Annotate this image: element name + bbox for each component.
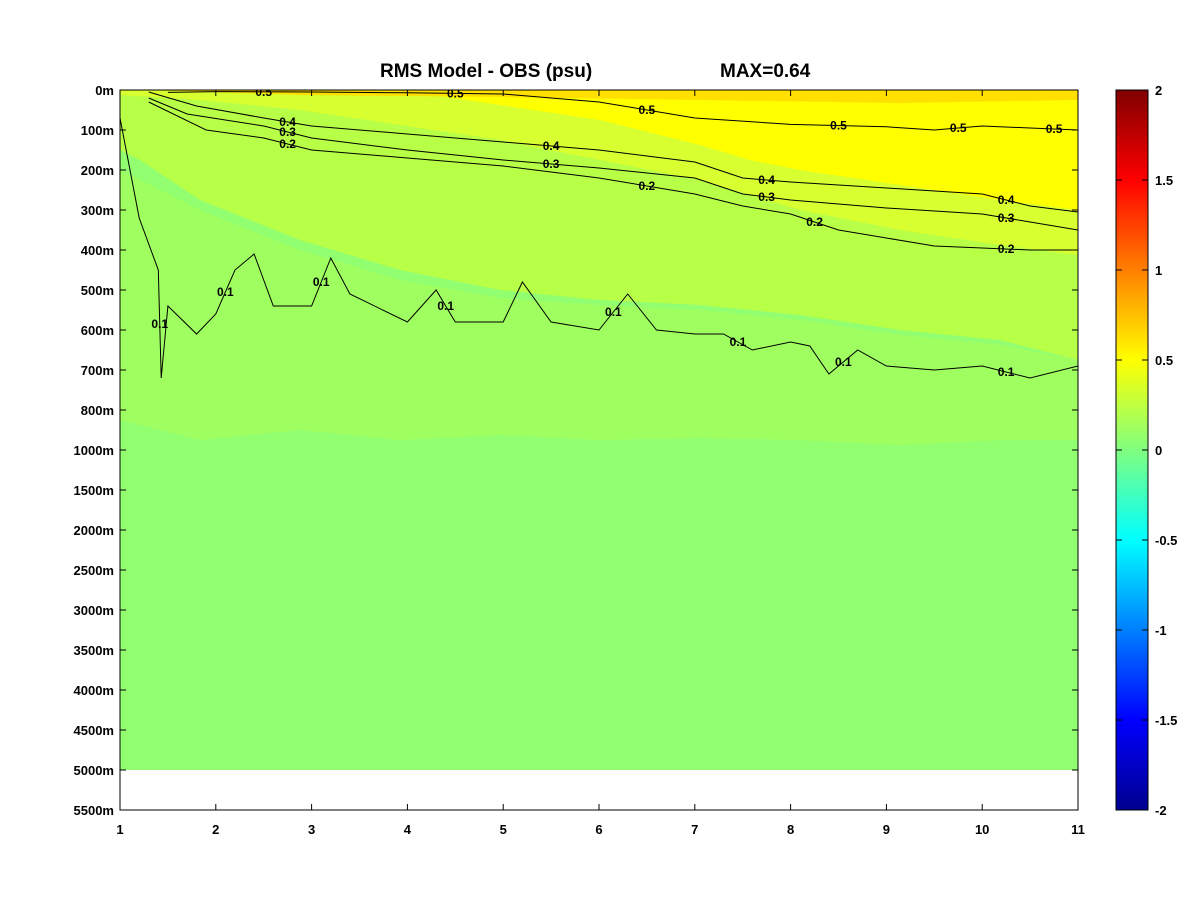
y-tick-label: 1000m bbox=[74, 443, 114, 458]
colorbar-tick-label: 0.5 bbox=[1155, 353, 1173, 368]
plot-area: 0.5 0.50.50.5 0.5 0.50.40.40.40.40.30.30.30… bbox=[120, 85, 1078, 770]
x-axis: 1 2 3 4 5 6 7 8 9 10 11 bbox=[116, 90, 1085, 837]
y-tick-label: 2000m bbox=[74, 523, 114, 538]
contour-label: 0.4 bbox=[279, 115, 296, 129]
colorbar-tick-label: 2 bbox=[1155, 83, 1162, 98]
contour-label: 0.3 bbox=[998, 211, 1015, 225]
contour-label: 0.1 bbox=[151, 317, 168, 331]
field-band-yellow bbox=[400, 90, 1078, 210]
y-tick-label: 700m bbox=[81, 363, 114, 378]
no-data-region bbox=[120, 770, 1078, 810]
x-tick-label: 3 bbox=[308, 822, 315, 837]
contour-label: 0.1 bbox=[730, 335, 747, 349]
contour-label: 0.2 bbox=[806, 215, 823, 229]
max-label: MAX=0.64 bbox=[720, 61, 811, 82]
x-tick-label: 1 bbox=[116, 822, 123, 837]
colorbar-tick-label: 1 bbox=[1155, 263, 1162, 278]
y-tick-label: 2500m bbox=[74, 563, 114, 578]
y-axis: 0m 100m 200m 300m 400m 500m 600m 700m 800m 1000m 1… bbox=[74, 83, 1078, 818]
x-tick-label: 4 bbox=[404, 822, 412, 837]
colorbar: 2 1.5 1 0.5 0 -0.5 -1 -1.5 -2 bbox=[1115, 83, 1177, 818]
contour-line bbox=[148, 101, 1078, 251]
x-tick-label: 6 bbox=[595, 822, 602, 837]
chart-title: RMS Model - OBS (psu) bbox=[380, 61, 592, 82]
y-tick-label: 800m bbox=[81, 403, 114, 418]
field-band-lower bbox=[120, 170, 1078, 445]
y-tick-label: 100m bbox=[81, 123, 114, 138]
y-tick-label: 500m bbox=[81, 283, 114, 298]
y-tick-label: 5000m bbox=[74, 763, 114, 778]
colorbar-tick-label: -1.5 bbox=[1155, 713, 1177, 728]
contour-line bbox=[148, 91, 1078, 213]
contour-label: 0.3 bbox=[758, 190, 775, 204]
y-tick-label: 3000m bbox=[74, 603, 114, 618]
y-tick-label: 1500m bbox=[74, 483, 114, 498]
y-tick-label: 0m bbox=[95, 83, 114, 98]
contour-label: 0.5 bbox=[447, 86, 464, 100]
field-band-amber bbox=[150, 90, 1078, 103]
contour-label: 0.1 bbox=[217, 285, 234, 299]
colorbar-tick-label: 1.5 bbox=[1155, 173, 1173, 188]
contour-label: 0.2 bbox=[639, 179, 656, 193]
contour-label: 0.2 bbox=[998, 242, 1015, 256]
y-tick-label: 5500m bbox=[74, 803, 114, 818]
x-tick-label: 7 bbox=[691, 822, 698, 837]
contour-label: 0.5 bbox=[830, 119, 847, 133]
x-tick-label: 10 bbox=[975, 822, 989, 837]
colorbar-tick-label: -2 bbox=[1155, 803, 1167, 818]
contour-label: 0.4 bbox=[543, 139, 560, 153]
contour-label: 0.4 bbox=[758, 173, 775, 187]
contour-label: 0.1 bbox=[998, 365, 1015, 379]
x-tick-label: 11 bbox=[1071, 822, 1085, 837]
colorbar-ticks: 2 1.5 1 0.5 0 -0.5 -1 -1.5 -2 bbox=[1116, 83, 1177, 818]
x-tick-label: 5 bbox=[500, 822, 507, 837]
contour-label: 0.3 bbox=[543, 157, 560, 171]
contour-label: 0.2 bbox=[279, 137, 296, 151]
contour-label: 0.1 bbox=[605, 305, 622, 319]
contour-label: 0.4 bbox=[998, 193, 1015, 207]
contour-label: 0.5 bbox=[1046, 122, 1063, 136]
contour-label: 0.5 bbox=[950, 121, 967, 135]
y-tick-label: 4500m bbox=[74, 723, 114, 738]
y-tick-label: 3500m bbox=[74, 643, 114, 658]
contour-label: 0.5 bbox=[255, 85, 272, 99]
colorbar-tick-label: -1 bbox=[1155, 623, 1167, 638]
contour-label: 0.1 bbox=[437, 299, 454, 313]
colorbar-tick-label: 0 bbox=[1155, 443, 1162, 458]
x-tick-label: 9 bbox=[883, 822, 890, 837]
contour-label: 0.5 bbox=[639, 103, 656, 117]
x-tick-label: 2 bbox=[212, 822, 219, 837]
contour-layer: 0.5 0.50.50.5 0.5 0.50.40.40.40.40.30.30.30… bbox=[120, 85, 1078, 379]
contour-label: 0.1 bbox=[835, 355, 852, 369]
contour-label: 0.3 bbox=[279, 125, 296, 139]
colorbar-tick-label: -0.5 bbox=[1155, 533, 1177, 548]
x-tick-label: 8 bbox=[787, 822, 794, 837]
contour-line bbox=[120, 117, 1078, 379]
y-tick-label: 400m bbox=[81, 243, 114, 258]
y-tick-label: 600m bbox=[81, 323, 114, 338]
y-tick-label: 300m bbox=[81, 203, 114, 218]
y-tick-label: 200m bbox=[81, 163, 114, 178]
contour-label: 0.1 bbox=[313, 275, 330, 289]
y-tick-label: 4000m bbox=[74, 683, 114, 698]
contour-line bbox=[148, 97, 1078, 231]
